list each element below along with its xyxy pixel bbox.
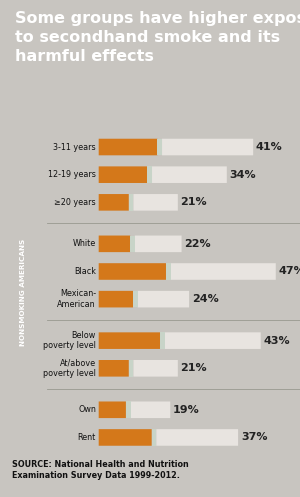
Text: 21%: 21% (181, 363, 207, 373)
Text: White: White (73, 240, 96, 248)
Text: Mexican-
American: Mexican- American (57, 289, 96, 309)
FancyBboxPatch shape (152, 166, 227, 183)
Text: 43%: 43% (263, 335, 290, 345)
Text: 37%: 37% (241, 432, 267, 442)
Text: Below
poverty level: Below poverty level (43, 331, 96, 350)
Text: 21%: 21% (181, 197, 207, 207)
FancyBboxPatch shape (99, 360, 129, 377)
FancyBboxPatch shape (130, 402, 170, 418)
Text: Black: Black (74, 267, 96, 276)
FancyBboxPatch shape (135, 236, 182, 252)
Bar (147, 166, 152, 183)
Text: NONSMOKING AMERICANS: NONSMOKING AMERICANS (20, 239, 26, 346)
FancyBboxPatch shape (134, 360, 178, 377)
FancyBboxPatch shape (99, 166, 147, 183)
Bar (129, 194, 134, 211)
FancyBboxPatch shape (138, 291, 189, 308)
Text: 19%: 19% (173, 405, 200, 415)
Bar (129, 360, 134, 377)
FancyBboxPatch shape (171, 263, 276, 280)
FancyBboxPatch shape (99, 332, 160, 349)
Text: 41%: 41% (256, 142, 283, 152)
Bar (158, 139, 162, 156)
Text: 22%: 22% (184, 239, 211, 249)
Bar (160, 332, 165, 349)
FancyBboxPatch shape (99, 291, 133, 308)
Text: Rent: Rent (78, 433, 96, 442)
FancyBboxPatch shape (99, 194, 129, 211)
Bar (152, 429, 156, 446)
FancyBboxPatch shape (99, 263, 166, 280)
FancyBboxPatch shape (134, 194, 178, 211)
Text: 47%: 47% (279, 266, 300, 276)
FancyBboxPatch shape (165, 332, 261, 349)
FancyBboxPatch shape (99, 429, 152, 446)
Bar (130, 236, 135, 252)
FancyBboxPatch shape (162, 139, 253, 156)
Text: ≥20 years: ≥20 years (54, 198, 96, 207)
Text: SOURCE: National Health and Nutrition
Examination Survey Data 1999-2012.: SOURCE: National Health and Nutrition Ex… (12, 460, 189, 480)
Bar (126, 402, 130, 418)
FancyBboxPatch shape (99, 139, 158, 156)
Text: 12-19 years: 12-19 years (48, 170, 96, 179)
FancyBboxPatch shape (156, 429, 238, 446)
Text: 34%: 34% (230, 169, 256, 180)
FancyBboxPatch shape (99, 402, 126, 418)
Text: Some groups have higher exposure
to secondhand smoke and its
harmful effects: Some groups have higher exposure to seco… (15, 10, 300, 64)
Text: Own: Own (78, 405, 96, 414)
Text: 3-11 years: 3-11 years (53, 143, 96, 152)
Text: 24%: 24% (192, 294, 219, 304)
FancyBboxPatch shape (99, 236, 130, 252)
Bar (133, 291, 138, 308)
Bar (166, 263, 171, 280)
Text: At/above
poverty level: At/above poverty level (43, 359, 96, 378)
